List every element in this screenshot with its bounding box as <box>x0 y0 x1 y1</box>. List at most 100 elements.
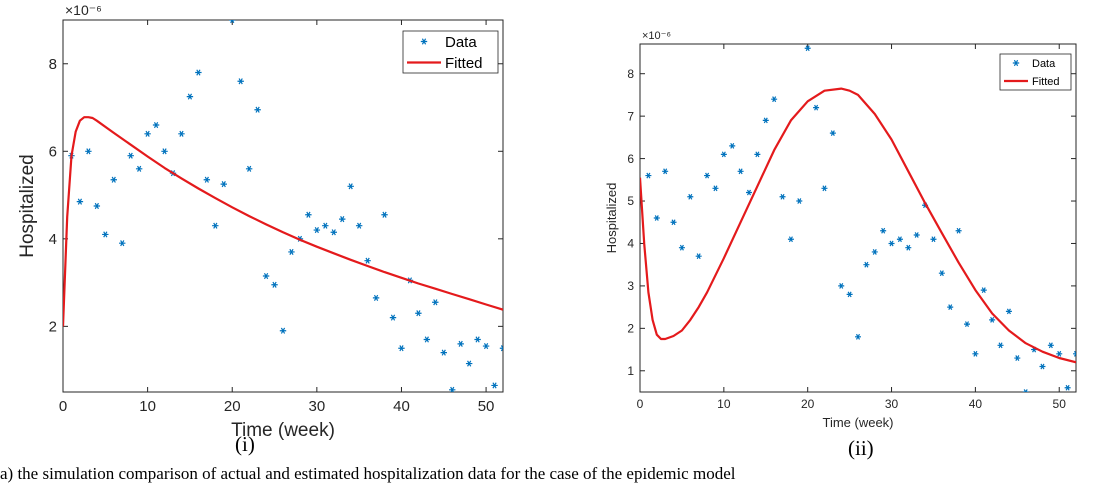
data-point <box>372 294 380 301</box>
x-tick-label: 50 <box>478 398 495 415</box>
y-tick-label: 2 <box>49 319 57 336</box>
data-point <box>262 272 270 280</box>
data-point <box>465 360 473 367</box>
data-point <box>855 333 861 340</box>
data-point <box>482 342 490 350</box>
legend-label: Fitted <box>445 55 483 72</box>
data-point <box>712 185 719 192</box>
y-tick-label: 4 <box>627 237 634 251</box>
data-point <box>670 219 677 226</box>
data-point <box>474 336 481 343</box>
data-point <box>888 240 895 247</box>
caption-ii: (ii) <box>848 436 874 460</box>
data-point <box>762 117 769 124</box>
data-point <box>846 291 853 298</box>
data-point <box>305 211 312 218</box>
data-point <box>695 253 702 260</box>
data-point <box>678 244 685 251</box>
data-point <box>796 198 803 204</box>
x-tick-label: 10 <box>139 398 156 415</box>
data-point <box>1005 308 1012 315</box>
data-point <box>829 130 836 137</box>
data-point <box>389 314 397 321</box>
data-point <box>254 106 261 113</box>
x-tick-label: 40 <box>393 398 410 415</box>
y-tick-label: 6 <box>627 152 634 166</box>
data-point <box>423 336 431 343</box>
legend-box <box>999 53 1072 91</box>
y-tick-label: 8 <box>627 67 634 81</box>
plot-area <box>640 45 1076 392</box>
data-point <box>415 310 422 317</box>
data-point <box>838 283 845 289</box>
x-axis-label: Time (week) <box>822 415 893 430</box>
data-point <box>871 249 878 255</box>
data-point <box>779 193 786 200</box>
y-tick-label: 3 <box>627 279 634 293</box>
exponent-label: ×10⁻⁶ <box>65 2 102 18</box>
data-point <box>93 202 101 210</box>
fitted-line <box>63 116 503 327</box>
data-point <box>729 142 736 149</box>
data-point <box>85 148 92 155</box>
y-tick-label: 5 <box>627 194 634 208</box>
fitted-line <box>640 87 1076 364</box>
y-tick-label: 6 <box>49 144 57 161</box>
plot-area <box>63 20 503 392</box>
data-point <box>880 227 887 234</box>
data-point <box>229 20 236 24</box>
legend-label: Data <box>445 34 477 51</box>
data-point <box>972 350 979 357</box>
data-point <box>1064 384 1071 391</box>
data-point <box>440 349 447 356</box>
y-tick-label: 8 <box>49 56 57 73</box>
data-point <box>804 45 811 52</box>
data-point <box>1014 355 1021 361</box>
data-point <box>237 78 244 85</box>
x-tick-label: 30 <box>885 397 899 411</box>
data-point <box>398 345 405 352</box>
axes-box <box>639 43 1077 393</box>
data-point <box>1039 363 1046 370</box>
legend-data-swatch <box>420 38 428 45</box>
data-point <box>279 327 287 334</box>
legend-label: Data <box>1032 58 1056 70</box>
data-point <box>653 215 660 221</box>
data-point <box>980 287 987 294</box>
y-tick-label: 2 <box>627 322 634 336</box>
axes-box <box>62 19 504 393</box>
data-point <box>161 148 168 155</box>
data-point <box>896 236 903 243</box>
x-tick-label: 30 <box>309 398 326 415</box>
data-point <box>355 222 363 229</box>
data-point <box>1022 389 1029 392</box>
x-axis-label: Time (week) <box>231 420 335 441</box>
data-point <box>662 168 669 175</box>
data-point <box>787 236 794 243</box>
data-point <box>245 165 253 172</box>
legend: Data Fitted <box>402 30 499 74</box>
caption-i: (i) <box>235 432 255 456</box>
data-point <box>135 165 143 172</box>
data-point <box>720 151 727 158</box>
data-point <box>457 340 464 347</box>
data-point <box>746 189 752 196</box>
y-tick-label: 7 <box>627 109 634 123</box>
data-point <box>930 236 937 243</box>
panel-i-chart: 0 10 20 30 40 50 2 4 6 8 ×10⁻⁶ Time (week) Hospitali… <box>17 2 504 441</box>
body-text-line: a) the simulation comparison of actual a… <box>0 464 736 483</box>
data-point <box>947 304 954 311</box>
data-point <box>102 231 109 238</box>
y-tick-label: 4 <box>49 231 57 248</box>
data-point <box>645 172 652 179</box>
data-point <box>737 168 744 175</box>
data-point <box>913 232 920 238</box>
data-point <box>432 299 439 306</box>
data-point <box>339 216 346 223</box>
data-point <box>964 321 970 327</box>
legend: Data Fitted <box>999 53 1072 91</box>
data-point <box>212 222 219 229</box>
panel-ii-chart: 0 10 20 30 40 50 1 2 3 4 5 6 7 8 ×10⁻⁶ Time (week) Hospi… <box>604 30 1077 430</box>
y-axis-label: Hospitalized <box>604 183 619 254</box>
legend-box <box>402 30 499 74</box>
